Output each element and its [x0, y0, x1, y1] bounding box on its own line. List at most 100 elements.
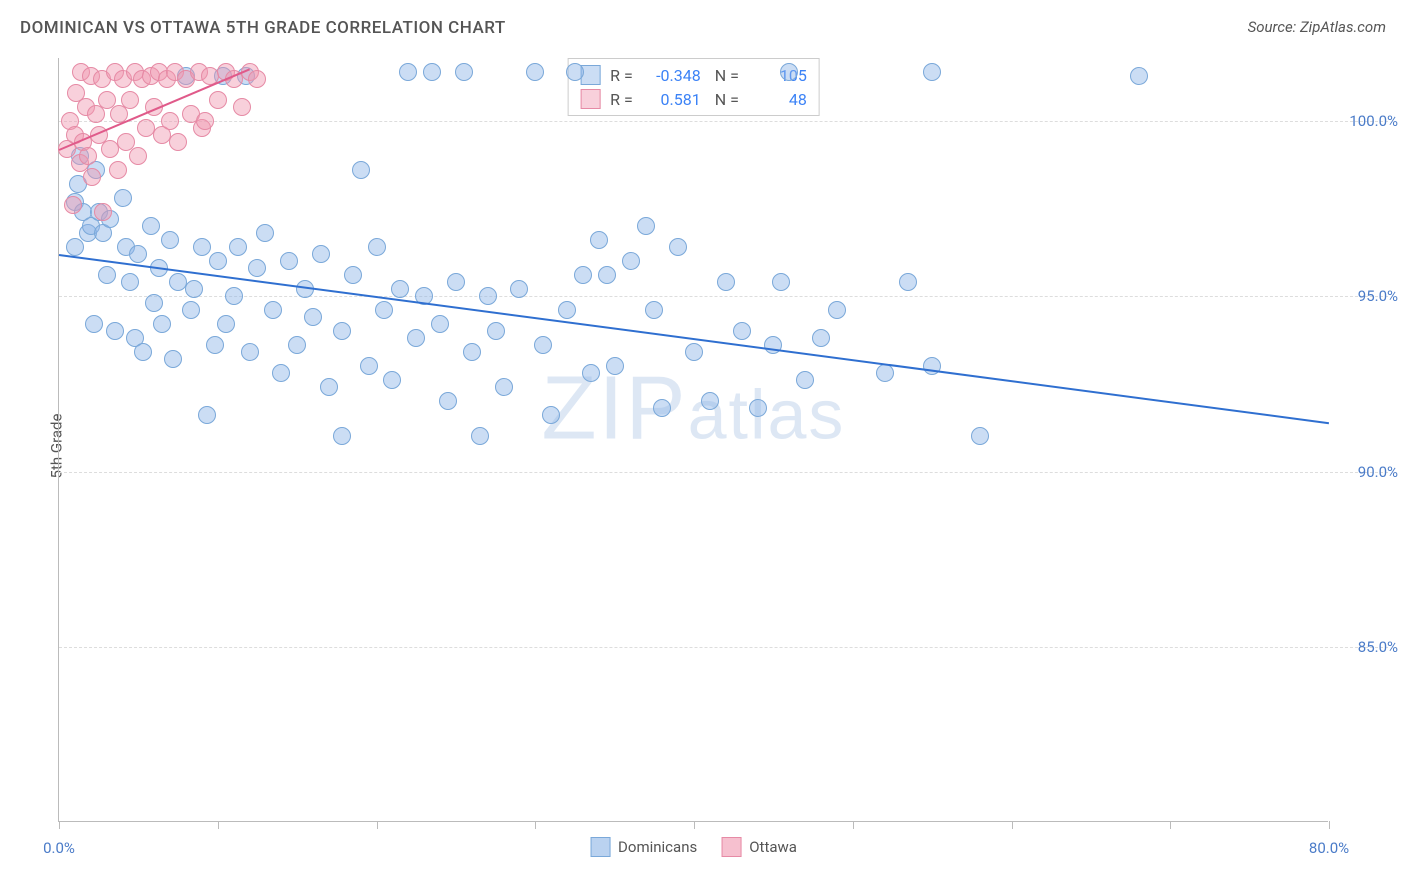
swatch-ottawa	[580, 89, 600, 109]
data-point	[534, 336, 552, 354]
data-point	[423, 63, 441, 81]
data-point	[383, 371, 401, 389]
legend-label-ottawa: Ottawa	[749, 838, 797, 856]
legend-label-dominicans: Dominicans	[618, 838, 697, 856]
x-tick	[535, 821, 536, 829]
data-point	[812, 329, 830, 347]
data-point	[701, 392, 719, 410]
data-point	[344, 266, 362, 284]
trend-line	[59, 254, 1329, 424]
chart-source: Source: ZipAtlas.com	[1248, 18, 1386, 36]
legend-swatch-ottawa	[721, 837, 741, 857]
data-point	[109, 161, 127, 179]
data-point	[217, 315, 235, 333]
data-point	[94, 203, 112, 221]
stat-r-ottawa: 0.581	[643, 90, 701, 109]
data-point	[487, 322, 505, 340]
x-tick	[1170, 821, 1171, 829]
plot-area: ZIPatlas R =-0.348 N =105 R =0.581 N =48…	[58, 58, 1328, 822]
data-point	[510, 280, 528, 298]
data-point	[368, 238, 386, 256]
data-point	[566, 63, 584, 81]
data-point	[225, 287, 243, 305]
data-point	[717, 273, 735, 291]
data-point	[471, 427, 489, 445]
gridline	[59, 296, 1388, 297]
legend-item-dominicans: Dominicans	[590, 837, 697, 857]
data-point	[256, 224, 274, 242]
data-point	[153, 315, 171, 333]
data-point	[772, 273, 790, 291]
data-point	[653, 399, 671, 417]
data-point	[233, 98, 251, 116]
data-point	[622, 252, 640, 270]
x-tick	[694, 821, 695, 829]
data-point	[971, 427, 989, 445]
chart-title: DOMINICAN VS OTTAWA 5TH GRADE CORRELATIO…	[20, 18, 506, 38]
data-point	[439, 392, 457, 410]
data-point	[637, 217, 655, 235]
x-tick	[377, 821, 378, 829]
data-point	[248, 70, 266, 88]
data-point	[169, 133, 187, 151]
legend: Dominicans Ottawa	[590, 837, 797, 857]
data-point	[85, 315, 103, 333]
data-point	[645, 301, 663, 319]
legend-item-ottawa: Ottawa	[721, 837, 797, 857]
data-point	[272, 364, 290, 382]
data-point	[542, 406, 560, 424]
data-point	[98, 266, 116, 284]
data-point	[455, 63, 473, 81]
data-point	[196, 112, 214, 130]
data-point	[64, 196, 82, 214]
stat-n-dominicans: 105	[749, 66, 807, 85]
x-tick	[1012, 821, 1013, 829]
stats-row-dominicans: R =-0.348 N =105	[580, 63, 807, 87]
data-point	[598, 266, 616, 284]
data-point	[198, 406, 216, 424]
data-point	[161, 112, 179, 130]
data-point	[333, 322, 351, 340]
data-point	[229, 238, 247, 256]
data-point	[360, 357, 378, 375]
data-point	[185, 280, 203, 298]
data-point	[288, 336, 306, 354]
data-point	[79, 147, 97, 165]
data-point	[304, 308, 322, 326]
data-point	[669, 238, 687, 256]
x-tick-label: 80.0%	[1309, 839, 1349, 857]
gridline	[59, 647, 1388, 648]
data-point	[828, 301, 846, 319]
data-point	[145, 294, 163, 312]
y-tick-label: 85.0%	[1358, 638, 1398, 656]
data-point	[375, 301, 393, 319]
data-point	[749, 399, 767, 417]
data-point	[121, 273, 139, 291]
data-point	[447, 273, 465, 291]
data-point	[280, 252, 298, 270]
data-point	[495, 378, 513, 396]
data-point	[407, 329, 425, 347]
x-tick	[853, 821, 854, 829]
data-point	[923, 63, 941, 81]
data-point	[193, 238, 211, 256]
chart-header: DOMINICAN VS OTTAWA 5TH GRADE CORRELATIO…	[20, 18, 1386, 48]
data-point	[320, 378, 338, 396]
data-point	[526, 63, 544, 81]
data-point	[333, 427, 351, 445]
x-tick	[59, 821, 60, 829]
data-point	[733, 322, 751, 340]
data-point	[1130, 67, 1148, 85]
data-point	[796, 371, 814, 389]
y-tick-label: 100.0%	[1349, 112, 1398, 130]
data-point	[399, 63, 417, 81]
data-point	[129, 147, 147, 165]
data-point	[876, 364, 894, 382]
data-point	[606, 357, 624, 375]
stat-r-dominicans: -0.348	[643, 66, 701, 85]
data-point	[182, 301, 200, 319]
data-point	[264, 301, 282, 319]
data-point	[129, 245, 147, 263]
gridline	[59, 472, 1388, 473]
data-point	[106, 322, 124, 340]
